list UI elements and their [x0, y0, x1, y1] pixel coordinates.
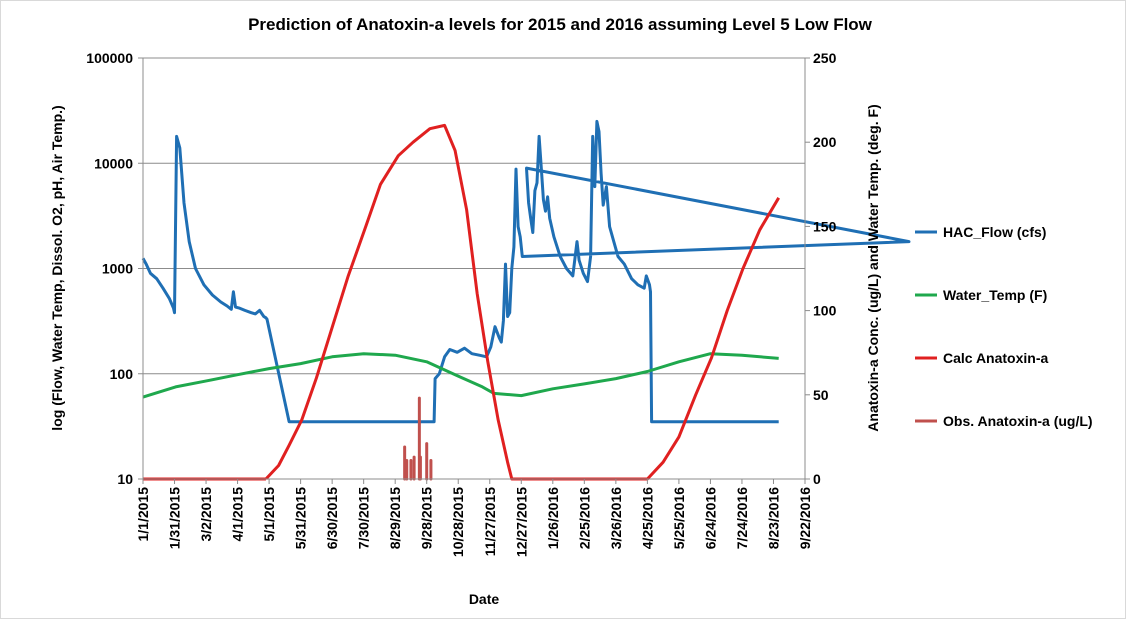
x-tick-label: 4/1/2015 — [230, 487, 246, 542]
y-left-tick-label: 10 — [117, 471, 133, 487]
x-tick-label: 8/23/2016 — [765, 487, 781, 549]
y-left-tick-label: 100 — [110, 366, 134, 382]
y-right-tick-label: 100 — [813, 303, 837, 319]
x-tick-label: 1/31/2015 — [167, 487, 183, 549]
y-right-tick-label: 150 — [813, 218, 837, 234]
calc-anatoxin-a-line — [264, 123, 780, 481]
x-tick-label: 9/28/2015 — [419, 487, 435, 549]
x-tick-label: 5/25/2016 — [671, 487, 687, 549]
x-tick-label: 8/29/2015 — [387, 487, 403, 549]
x-tick-label: 6/24/2016 — [702, 487, 718, 549]
y-left-tick-label: 1000 — [102, 261, 133, 277]
y-right-tick-label: 200 — [813, 134, 837, 150]
x-tick-label: 5/1/2015 — [261, 487, 277, 542]
x-tick-label: 7/24/2016 — [734, 487, 750, 549]
y-right-tick-label: 0 — [813, 471, 821, 487]
x-tick-label: 2/25/2016 — [576, 487, 592, 549]
x-tick-label: 11/27/2015 — [482, 487, 498, 557]
y-left-axis-label: log (Flow, Water Temp, Dissol. O2, pH, A… — [49, 105, 65, 430]
x-tick-label: 10/28/2015 — [450, 487, 466, 557]
x-tick-label: 3/2/2015 — [198, 487, 214, 542]
chart-title: Prediction of Anatoxin-a levels for 2015… — [248, 15, 873, 34]
y-right-axis-label: Anatoxin-a Conc. (ug/L) and Water Temp. … — [865, 104, 881, 431]
y-left-tick-label: 100000 — [86, 50, 133, 66]
legend-label: Water_Temp (F) — [943, 287, 1047, 303]
x-tick-label: 7/30/2015 — [356, 487, 372, 549]
x-tick-label: 1/1/2015 — [135, 487, 151, 542]
x-tick-label: 5/31/2015 — [293, 487, 309, 549]
legend-label: Obs. Anatoxin-a (ug/L) — [943, 413, 1093, 429]
x-tick-label: 1/26/2016 — [545, 487, 561, 549]
x-tick-label: 12/27/2015 — [513, 487, 529, 557]
y-left-tick-label: 10000 — [94, 155, 133, 171]
y-right-tick-label: 250 — [813, 50, 837, 66]
legend: HAC_Flow (cfs) Water_Temp (F) Calc Anatoxi… — [915, 224, 1093, 429]
legend-label: HAC_Flow (cfs) — [943, 224, 1046, 240]
hac-flow-cfs-line — [141, 119, 911, 424]
legend-label: Calc Anatoxin-a — [943, 350, 1048, 366]
x-tick-label: 9/22/2016 — [797, 487, 813, 549]
axis-layer: 10 100 1000 10000 100000 0 50 100 150 200 250 1/1/2… — [86, 50, 836, 557]
water-temp-f-line — [142, 352, 779, 399]
x-tick-label: 3/26/2016 — [608, 487, 624, 549]
x-tick-label: 4/25/2016 — [639, 487, 655, 549]
x-tick-label: 6/30/2015 — [324, 487, 340, 549]
x-axis-label: Date — [469, 591, 500, 607]
y-right-tick-label: 50 — [813, 387, 829, 403]
